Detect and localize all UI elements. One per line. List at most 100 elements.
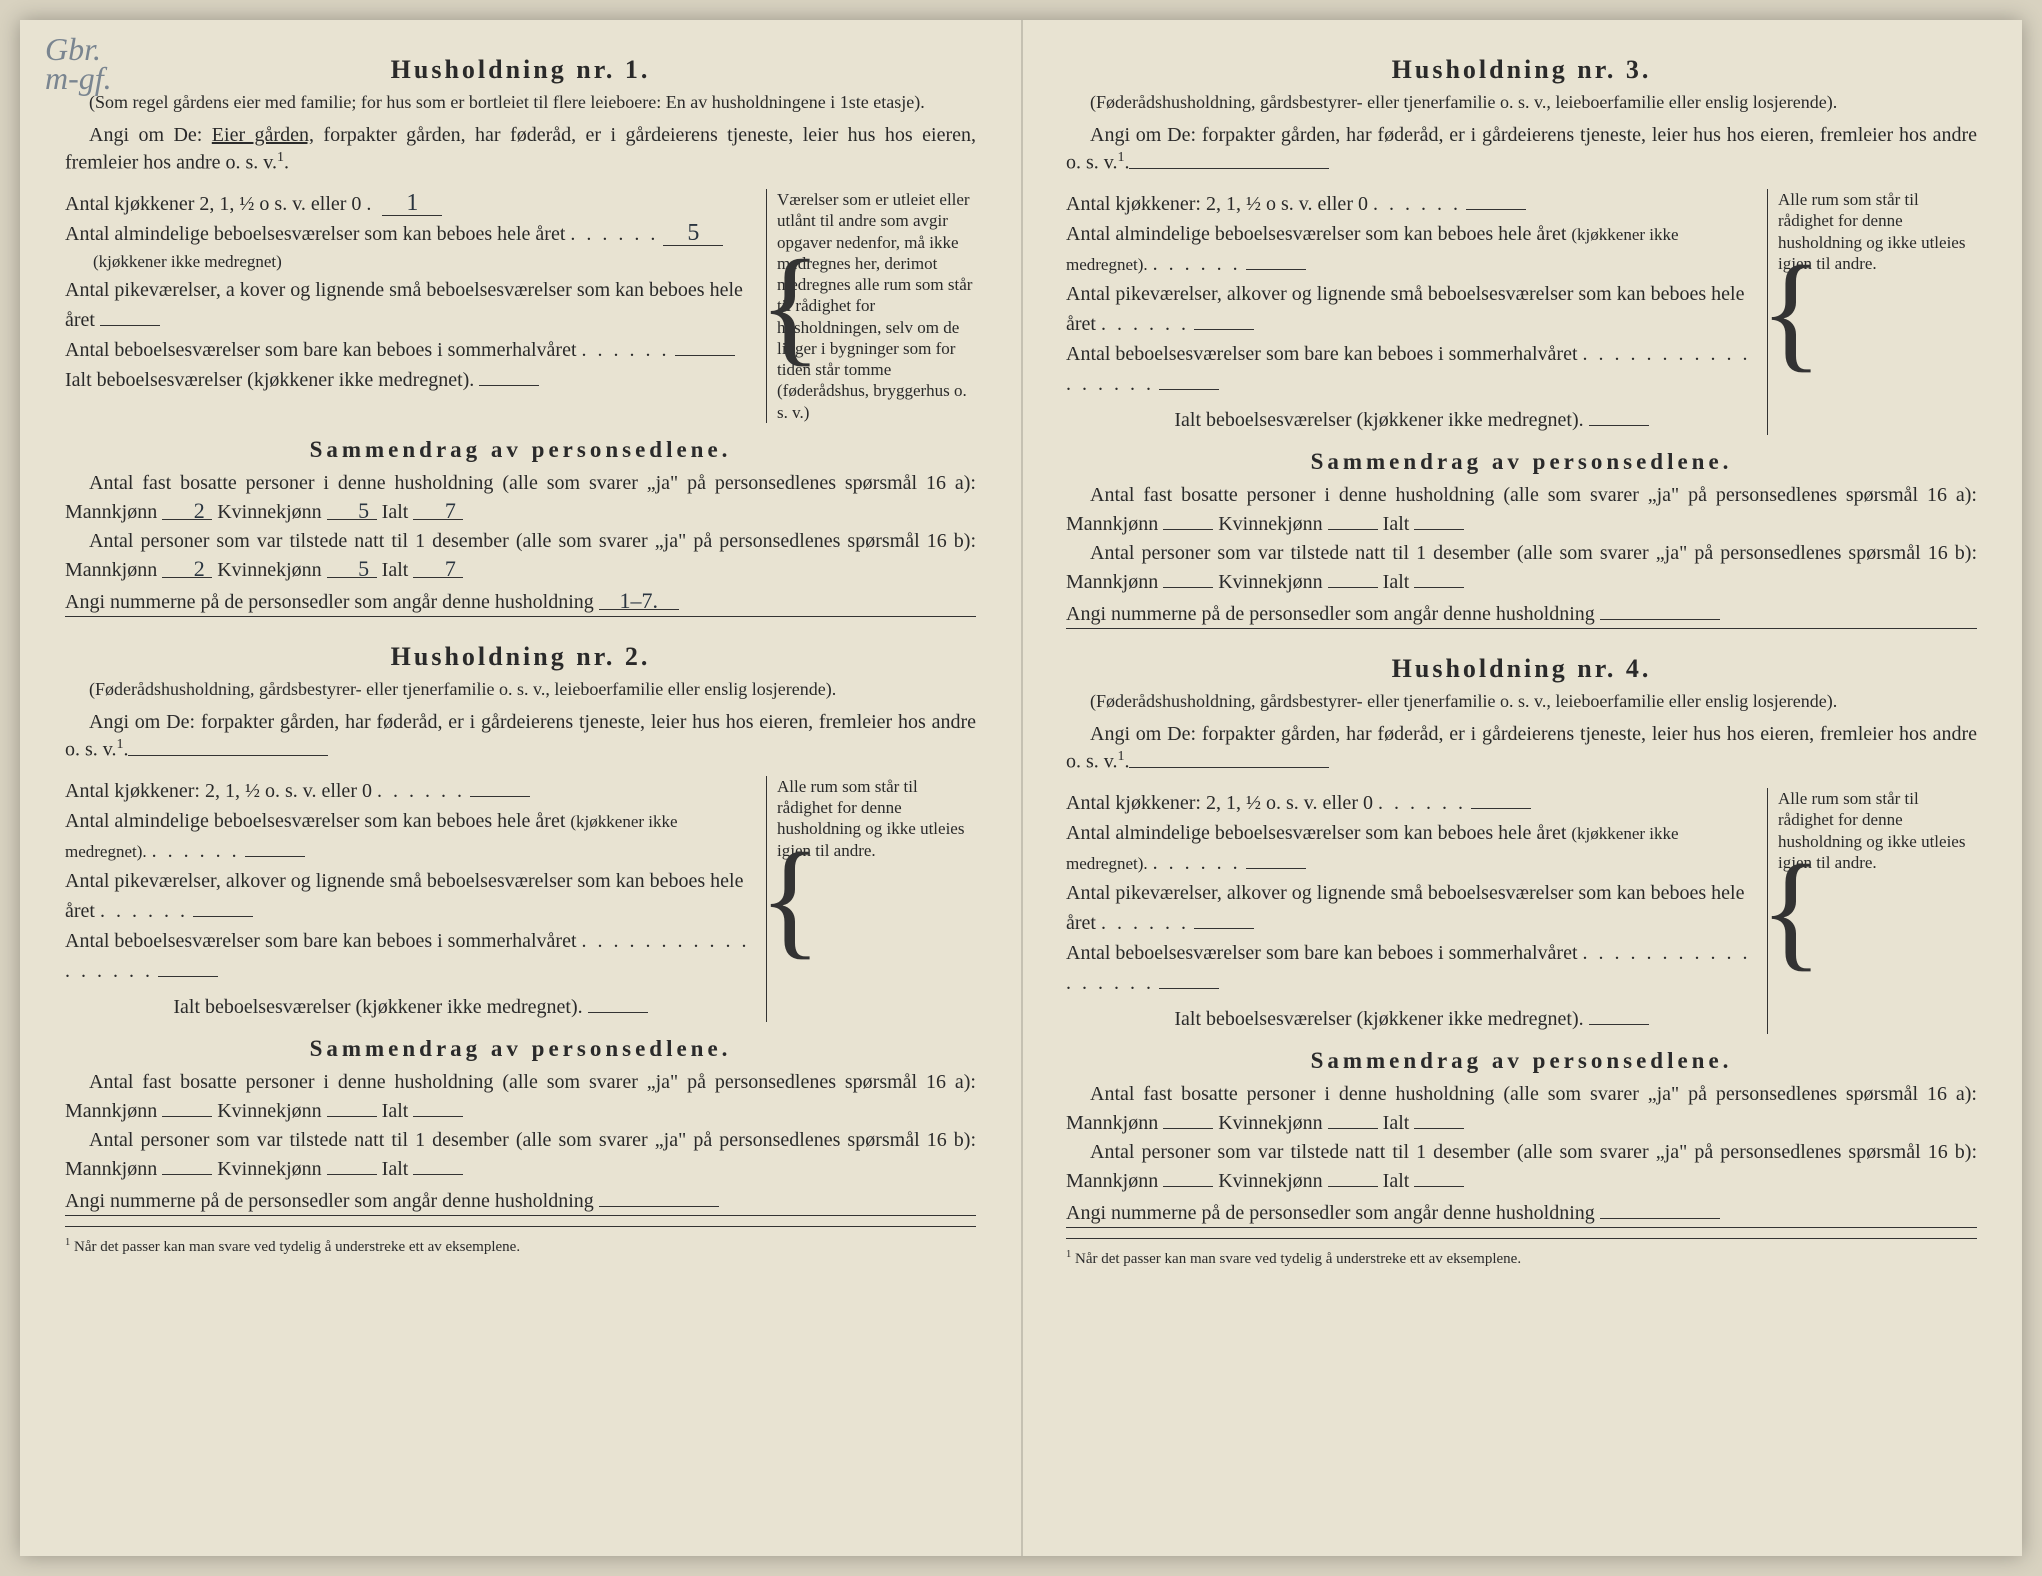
ialt-value-4	[1589, 1024, 1649, 1025]
kitchen-label: Antal kjøkkener: 2, 1, ½ o s. v. eller 0	[1066, 193, 1368, 215]
ialt-a-2	[413, 1116, 463, 1117]
right-note-4: { Alle rum som står til rådighet for den…	[1767, 788, 1977, 1034]
rooms-label: Antal almindelige beboelsesværelser som …	[1066, 822, 1566, 844]
fast-line-1: Antal fast bosatte personer i denne hush…	[65, 469, 976, 527]
footnote-ref: 1	[1117, 150, 1124, 165]
kitchen-line-2: Antal kjøkkener: 2, 1, ½ o. s. v. eller …	[65, 776, 756, 806]
fast-line-4: Antal fast bosatte personer i denne hush…	[1066, 1080, 1977, 1138]
summer-label: Antal beboelsesværelser som bare kan beb…	[65, 339, 577, 361]
kitchen-value: 1	[382, 193, 442, 216]
angi-num-line-1: Angi nummerne på de personsedler som ang…	[65, 591, 976, 617]
ialt-line-3: Ialt beboelsesværelser (kjøkkener ikke m…	[1066, 405, 1757, 435]
form-left-2: Antal kjøkkener: 2, 1, ½ o. s. v. eller …	[65, 776, 756, 1022]
fast-text-3: Antal fast bosatte personer i denne hush…	[1066, 484, 1977, 535]
household-2: Husholdning nr. 2. (Føderådshusholdning,…	[65, 642, 976, 1256]
household-2-subtitle: (Føderådshusholdning, gårdsbestyrer- ell…	[65, 678, 976, 701]
household-1-form-block: Antal kjøkkener 2, 1, ½ o s. v. eller 0 …	[65, 189, 976, 423]
dots: . . . . . .	[1101, 912, 1189, 934]
rooms-sub: (kjøkkener ikke medregnet)	[65, 249, 756, 275]
mann-b-val: 2	[162, 560, 212, 579]
kvinne-a-4	[1328, 1128, 1378, 1129]
samm-title-4: Sammendrag av personsedlene.	[1066, 1048, 1977, 1074]
ialt-label: Ialt	[1383, 1170, 1410, 1192]
rooms-value-4	[1246, 868, 1306, 869]
summer-value-4	[1159, 988, 1219, 989]
angi-num-text-2: Angi nummerne på de personsedler som ang…	[65, 1190, 594, 1212]
kvinne-b-3	[1328, 587, 1378, 588]
tilstede-text-4: Antal personer som var tilstede natt til…	[1066, 1141, 1977, 1192]
ialt-b-4	[1414, 1186, 1464, 1187]
ialt-b-val: 7	[413, 560, 463, 579]
summer-value	[675, 355, 735, 356]
maid-label: Antal pikeværelser, a kover og lignende …	[65, 279, 743, 331]
rooms-line: Antal almindelige beboelsesværelser som …	[65, 219, 756, 249]
rooms-value-3	[1246, 269, 1306, 270]
ialt-label: Ialt	[382, 501, 409, 523]
samm-title-3: Sammendrag av personsedlene.	[1066, 449, 1977, 475]
rooms-value-2	[245, 856, 305, 857]
fast-line-3: Antal fast bosatte personer i denne hush…	[1066, 481, 1977, 539]
household-4-instructions: Angi om De: forpakter gården, har føderå…	[1066, 721, 1977, 776]
kvinne-b-val: 5	[327, 560, 377, 579]
kvinne-b-4	[1328, 1186, 1378, 1187]
census-form-document: Gbr. m-gf. Husholdning nr. 1. (Som regel…	[20, 20, 2022, 1556]
household-1: Husholdning nr. 1. (Som regel gårdens ei…	[65, 55, 976, 617]
household-2-instructions: Angi om De: forpakter gården, har føderå…	[65, 709, 976, 764]
right-note-1: { Værelser som er utleiet eller utlånt t…	[766, 189, 976, 423]
summer-line: Antal beboelsesværelser som bare kan beb…	[65, 335, 756, 365]
dots: . . . . . .	[570, 223, 658, 245]
mann-a-3	[1163, 529, 1213, 530]
kvinne-a-val: 5	[327, 502, 377, 521]
ialt-a-3	[1414, 529, 1464, 530]
footnote-text: Når det passer kan man svare ved tydelig…	[1075, 1251, 1521, 1267]
maid-value-4	[1194, 928, 1254, 929]
rooms-label: Antal almindelige beboelsesværelser som …	[1066, 223, 1566, 245]
footnote-text: Når det passer kan man svare ved tydelig…	[74, 1239, 520, 1255]
maid-line-4: Antal pikeværelser, alkover og lignende …	[1066, 878, 1757, 938]
kvinne-b-2	[327, 1174, 377, 1175]
footnote-right: 1 Når det passer kan man svare ved tydel…	[1066, 1249, 1977, 1268]
summer-label: Antal beboelsesværelser som bare kan beb…	[65, 930, 577, 952]
dots: . . . . . .	[1378, 792, 1466, 814]
ialt-b-2	[413, 1174, 463, 1175]
fast-text-4: Antal fast bosatte personer i denne hush…	[1066, 1083, 1977, 1134]
rooms-line-3: Antal almindelige beboelsesværelser som …	[1066, 219, 1757, 279]
kitchen-line-4: Antal kjøkkener: 2, 1, ½ o. s. v. eller …	[1066, 788, 1757, 818]
angi-num-line-3: Angi nummerne på de personsedler som ang…	[1066, 603, 1977, 629]
kvinne-label: Kvinnekjønn	[217, 559, 321, 581]
dots: . . . . . .	[582, 339, 670, 361]
ialt-label: Ialt	[382, 1158, 409, 1180]
kvinne-label: Kvinnekjønn	[217, 1100, 321, 1122]
household-4-subtitle: (Føderådshusholdning, gårdsbestyrer- ell…	[1066, 690, 1977, 713]
tilstede-text-2: Antal personer som var tilstede natt til…	[65, 1129, 976, 1180]
ialt-a-val: 7	[413, 502, 463, 521]
footnote-rule-right	[1066, 1238, 1977, 1239]
form-left-1: Antal kjøkkener 2, 1, ½ o s. v. eller 0 …	[65, 189, 756, 423]
kitchen-line: Antal kjøkkener 2, 1, ½ o s. v. eller 0 …	[65, 189, 756, 219]
angi-num-val-4	[1600, 1218, 1720, 1219]
kitchen-label: Antal kjøkkener: 2, 1, ½ o. s. v. eller …	[1066, 792, 1373, 814]
household-1-instructions: Angi om De: Eier gården, forpakter gårde…	[65, 122, 976, 177]
angi-text-2: Angi om De: forpakter gården, har føderå…	[65, 711, 976, 761]
right-note-3: { Alle rum som står til rådighet for den…	[1767, 189, 1977, 435]
fast-text-2: Antal fast bosatte personer i denne hush…	[65, 1071, 976, 1122]
footnote-left: 1 Når det passer kan man svare ved tydel…	[65, 1237, 976, 1256]
maid-line: Antal pikeværelser, a kover og lignende …	[65, 275, 756, 335]
kvinne-label: Kvinnekjønn	[1218, 513, 1322, 535]
ialt-label: Ialt	[382, 1100, 409, 1122]
rooms-line-4: Antal almindelige beboelsesværelser som …	[1066, 818, 1757, 878]
household-3-instructions: Angi om De: forpakter gården, har føderå…	[1066, 122, 1977, 177]
dots: . . . . . .	[1373, 193, 1461, 215]
angi-fill-2	[128, 755, 328, 756]
mann-b-2	[162, 1174, 212, 1175]
angi-fill-3	[1129, 168, 1329, 169]
summer-label: Antal beboelsesværelser som bare kan beb…	[1066, 343, 1578, 365]
kitchen-value-2	[470, 796, 530, 797]
tilstede-line-4: Antal personer som var tilstede natt til…	[1066, 1138, 1977, 1196]
kvinne-label: Kvinnekjønn	[217, 1158, 321, 1180]
household-4-form-block: Antal kjøkkener: 2, 1, ½ o. s. v. eller …	[1066, 788, 1977, 1034]
right-note-2: { Alle rum som står til rådighet for den…	[766, 776, 976, 1022]
ialt-label: Ialt beboelsesværelser (kjøkkener ikke m…	[1174, 409, 1583, 431]
kvinne-a-2	[327, 1116, 377, 1117]
mann-a-2	[162, 1116, 212, 1117]
